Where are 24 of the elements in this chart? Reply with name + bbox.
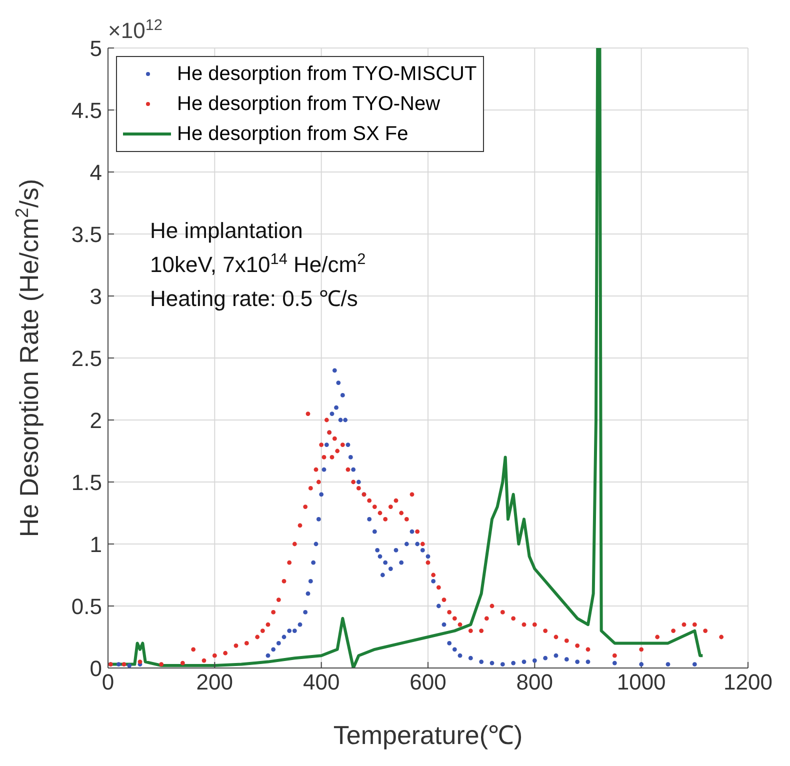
text: ×10$^{12}$ [108, 16, 162, 43]
y-tick-label: 3 [90, 284, 102, 309]
x-tick-label: 1200 [724, 670, 772, 695]
y-tick-label: 0.5 [71, 594, 102, 619]
y-tick-label: 4.5 [71, 98, 102, 123]
x-tick-label: 600 [410, 670, 446, 695]
x-tick-label: 200 [196, 670, 234, 695]
annotation: 10keV, 7x10$^{14}$ He/cm$^{2}$ [150, 250, 366, 277]
x-tick-label: 400 [302, 670, 340, 695]
y-tick-label: 1 [90, 532, 102, 557]
legend-label: He desorption from TYO-MISCUT [177, 62, 477, 87]
x-tick-label: 800 [516, 670, 554, 695]
x-axis-title: Temperature(℃) [333, 720, 523, 750]
y-tick-label: 4 [90, 160, 102, 185]
y-tick-label: 3.5 [71, 222, 102, 247]
y-tick-label: 5 [90, 36, 102, 61]
annotation: Heating rate: 0.5 ℃/s [150, 286, 358, 311]
x-tick-label: 1000 [616, 670, 666, 695]
y-tick-label: 2.5 [71, 346, 102, 371]
legend-label: He desorption from TYO-New [177, 92, 440, 117]
annotation: He implantation [150, 218, 303, 243]
y-tick-label: 2 [90, 408, 102, 433]
y-tick-label: 1.5 [71, 470, 102, 495]
legend-label: He desorption from SX Fe [177, 122, 408, 147]
